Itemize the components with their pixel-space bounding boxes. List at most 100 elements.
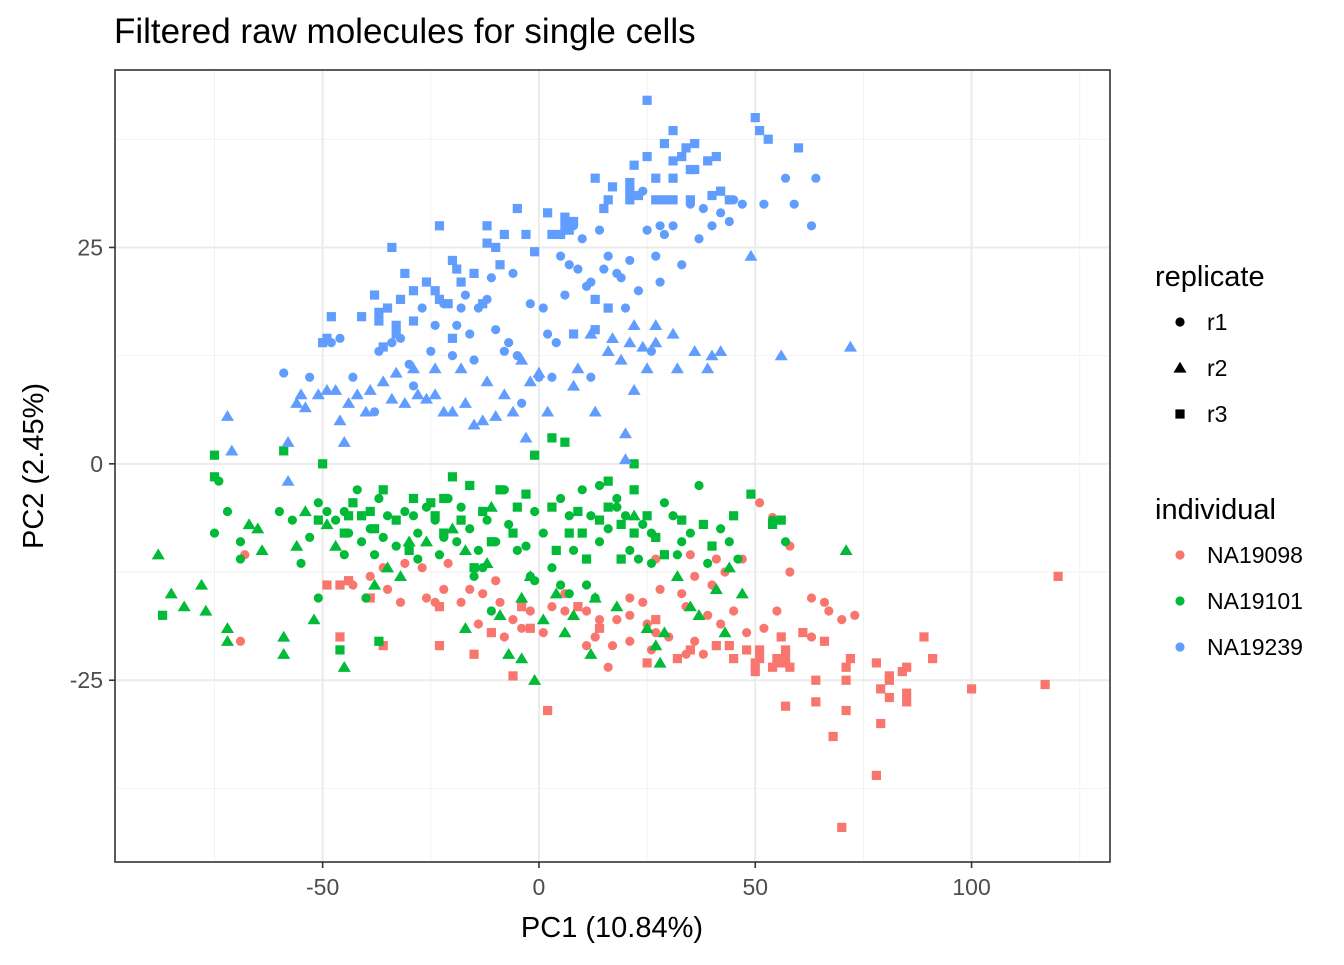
data-point xyxy=(486,606,496,616)
data-point xyxy=(798,628,808,638)
data-point xyxy=(521,229,531,240)
data-point xyxy=(394,570,408,582)
data-point xyxy=(445,522,459,534)
data-point xyxy=(408,316,419,326)
legend-key-color xyxy=(1175,550,1185,560)
data-point xyxy=(378,342,388,352)
legend-title-individual: individual xyxy=(1155,494,1276,526)
data-point xyxy=(532,366,546,378)
data-point xyxy=(307,613,321,625)
data-point xyxy=(601,345,615,356)
data-point xyxy=(298,505,312,517)
data-point xyxy=(685,528,695,538)
data-point xyxy=(625,255,635,266)
data-points xyxy=(151,95,1063,832)
data-point xyxy=(555,580,566,590)
data-point xyxy=(806,593,817,603)
data-point xyxy=(473,545,483,555)
data-point xyxy=(966,684,977,694)
data-point xyxy=(434,641,445,651)
data-point xyxy=(157,610,168,620)
data-point xyxy=(776,515,786,525)
y-tick-label: -25 xyxy=(70,667,103,693)
data-point xyxy=(763,134,773,144)
data-point xyxy=(465,584,475,594)
data-point xyxy=(374,636,384,646)
data-point xyxy=(404,545,414,555)
data-point xyxy=(541,405,555,417)
data-point xyxy=(491,325,501,335)
data-point xyxy=(547,229,557,240)
data-point xyxy=(525,299,535,309)
data-point xyxy=(456,515,466,525)
data-point xyxy=(560,212,570,222)
data-point xyxy=(195,578,209,590)
data-point xyxy=(296,558,306,568)
data-point xyxy=(439,528,449,538)
data-point xyxy=(588,405,602,417)
data-point xyxy=(759,199,769,209)
data-point xyxy=(400,506,410,517)
data-point xyxy=(610,600,624,612)
data-point xyxy=(668,511,678,521)
data-point xyxy=(724,641,734,651)
data-point xyxy=(642,225,652,235)
plot-panel-border xyxy=(114,69,1111,863)
x-axis-ticks: -50 0 50 100 xyxy=(306,862,991,900)
data-point xyxy=(564,225,574,235)
data-point xyxy=(703,558,713,568)
data-point xyxy=(711,641,721,651)
data-point xyxy=(437,405,451,417)
data-point xyxy=(716,619,726,629)
data-point xyxy=(421,277,432,287)
data-point xyxy=(493,609,507,620)
data-point xyxy=(714,345,728,356)
data-point xyxy=(603,662,613,672)
data-point xyxy=(603,303,613,313)
data-point xyxy=(618,453,632,465)
data-point xyxy=(417,303,427,313)
data-point xyxy=(841,675,851,685)
data-point xyxy=(629,160,639,170)
data-point xyxy=(564,528,574,538)
data-point xyxy=(322,580,332,590)
data-point xyxy=(586,277,596,287)
data-point xyxy=(627,509,641,521)
data-point xyxy=(473,619,483,629)
data-point xyxy=(694,480,704,491)
data-point xyxy=(780,645,791,655)
data-point xyxy=(467,418,481,430)
data-point xyxy=(780,701,791,711)
data-point xyxy=(672,653,682,664)
data-point xyxy=(744,249,758,261)
data-point xyxy=(434,221,445,231)
data-point xyxy=(369,550,380,560)
data-point xyxy=(649,639,663,651)
data-point xyxy=(560,290,570,300)
data-point xyxy=(220,622,234,633)
data-point xyxy=(1053,571,1063,581)
data-point xyxy=(701,362,715,374)
data-point xyxy=(458,544,472,556)
data-point xyxy=(469,571,479,581)
data-point xyxy=(590,325,600,335)
data-point xyxy=(668,156,678,166)
data-point xyxy=(508,528,518,538)
data-point xyxy=(478,299,488,309)
data-point xyxy=(685,550,695,560)
data-point xyxy=(369,290,380,300)
data-point xyxy=(482,238,492,248)
data-point xyxy=(512,545,522,555)
legend-label-individual: NA19239 xyxy=(1207,634,1303,660)
data-point xyxy=(577,528,587,538)
data-point xyxy=(408,381,419,391)
data-point xyxy=(603,502,613,512)
data-point xyxy=(543,208,553,218)
data-point xyxy=(625,636,635,646)
data-point xyxy=(447,351,458,361)
data-point xyxy=(335,632,345,642)
x-tick-label: 50 xyxy=(742,874,768,900)
x-tick-label: 0 xyxy=(533,874,546,900)
data-point xyxy=(642,658,652,668)
data-point xyxy=(767,519,778,530)
